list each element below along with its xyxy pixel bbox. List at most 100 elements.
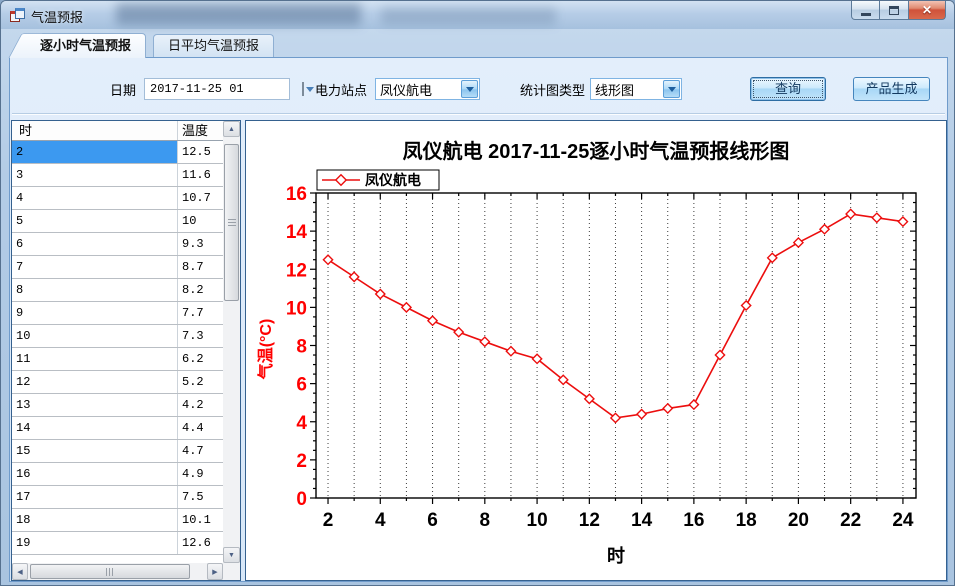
temperature-cell[interactable]: 12.5 [182,145,211,159]
hour-cell[interactable]: 7 [12,256,178,278]
table-row[interactable]: 13 4.2 [12,394,223,417]
hour-cell[interactable]: 5 [12,210,178,232]
data-point-marker [322,254,334,266]
vertical-scroll-thumb[interactable] [224,144,239,301]
table-row[interactable]: 6 9.3 [12,233,223,256]
maximize-button[interactable] [880,1,909,20]
temperature-cell[interactable]: 10.1 [182,513,211,527]
table-row[interactable]: 15 4.7 [12,440,223,463]
hour-cell[interactable]: 10 [12,325,178,347]
tab-hourly-forecast[interactable]: 逐小时气温预报 [25,33,147,58]
hour-cell[interactable]: 13 [12,394,178,416]
temperature-cell[interactable]: 9.3 [182,237,204,251]
table-row[interactable]: 14 4.4 [12,417,223,440]
x-tick-label: 20 [788,510,809,531]
temperature-cell[interactable]: 10 [182,214,197,228]
temperature-cell[interactable]: 4.7 [182,444,204,458]
table-vertical-scrollbar[interactable]: ▲ ▼ [223,121,240,563]
table-row[interactable]: 7 8.7 [12,256,223,279]
table-row[interactable]: 16 4.9 [12,463,223,486]
temperature-cell[interactable]: 7.7 [182,306,204,320]
title-bar[interactable]: 气温预报 ✕ [1,1,954,29]
hour-cell[interactable]: 16 [12,463,178,485]
x-tick-label: 2 [323,510,334,531]
hour-cell[interactable]: 11 [12,348,178,370]
x-tick-label: 12 [579,510,600,531]
temperature-cell[interactable]: 8.2 [182,283,204,297]
table-row[interactable]: 5 10 [12,210,223,233]
hour-cell[interactable]: 6 [12,233,178,255]
hour-cell[interactable]: 15 [12,440,178,462]
chart-type-select[interactable]: 线形图 [590,78,682,100]
x-tick-label: 8 [480,510,491,531]
hour-cell[interactable]: 18 [12,509,178,531]
hour-cell[interactable]: 14 [12,417,178,439]
table-row[interactable]: 17 7.5 [12,486,223,509]
temperature-cell[interactable]: 4.4 [182,421,204,435]
temperature-cell[interactable]: 6.2 [182,352,204,366]
minimize-button[interactable] [851,1,880,20]
date-picker[interactable] [144,78,314,100]
data-point-marker [688,399,700,411]
hour-cell[interactable]: 4 [12,187,178,209]
y-tick-label: 10 [286,298,307,319]
temperature-cell[interactable]: 10.7 [182,191,211,205]
temperature-cell[interactable]: 7.5 [182,490,204,504]
hour-cell[interactable]: 8 [12,279,178,301]
station-dropdown-icon[interactable] [461,80,478,98]
temperature-column-header: 温度 [182,123,209,138]
temperature-cell[interactable]: 12.6 [182,536,211,550]
hour-cell[interactable]: 9 [12,302,178,324]
horizontal-scroll-thumb[interactable] [30,564,190,579]
table-horizontal-scrollbar[interactable]: ◀ ▶ [12,563,223,580]
chart-type-dropdown-icon[interactable] [663,80,680,98]
data-point-marker [348,271,360,283]
hour-cell[interactable]: 12 [12,371,178,393]
maximize-icon [889,5,899,15]
temperature-cell[interactable]: 7.3 [182,329,204,343]
table-row[interactable]: 11 6.2 [12,348,223,371]
table-row[interactable]: 19 12.6 [12,532,223,555]
scroll-up-button[interactable]: ▲ [223,121,240,137]
table-row[interactable]: 9 7.7 [12,302,223,325]
hour-column-header: 时 [12,121,178,140]
station-value: 凤仪航电 [380,82,433,98]
temperature-cell[interactable]: 5.2 [182,375,204,389]
hour-cell[interactable]: 19 [12,532,178,554]
tab-daily-forecast[interactable]: 日平均气温预报 [153,34,275,57]
table-row[interactable]: 10 7.3 [12,325,223,348]
table-row[interactable]: 12 5.2 [12,371,223,394]
station-select[interactable]: 凤仪航电 [375,78,480,100]
y-tick-label: 4 [296,413,307,434]
temperature-line-chart: 凤仪航电 2017-11-25逐小时气温预报线形图 2 4 6 8 10 12 14 16 18… [256,139,917,566]
scroll-down-button[interactable]: ▼ [223,547,240,563]
scroll-right-icon: ▶ [212,568,218,576]
table-row[interactable]: 8 8.2 [12,279,223,302]
data-point-marker [609,412,622,424]
data-point-marker [740,299,752,312]
generate-product-button[interactable]: 产品生成 [853,77,930,101]
scroll-left-button[interactable]: ◀ [12,563,28,580]
data-point-marker [845,208,857,220]
hour-cell[interactable]: 3 [12,164,178,186]
query-button[interactable]: 查询 [750,77,826,101]
temperature-cell[interactable]: 4.9 [182,467,204,481]
y-tick-label: 6 [296,375,307,396]
hour-cell[interactable]: 17 [12,486,178,508]
app-icon [10,8,25,23]
hour-cell[interactable]: 2 [12,141,178,163]
table-row[interactable]: 3 11.6 [12,164,223,187]
date-input[interactable] [145,82,302,96]
close-button[interactable]: ✕ [909,1,946,20]
temperature-cell[interactable]: 8.7 [182,260,204,274]
date-dropdown-arrow-icon[interactable] [306,86,314,92]
temperature-cell[interactable]: 4.2 [182,398,204,412]
table-row[interactable]: 18 10.1 [12,509,223,532]
table-row[interactable]: 2 12.5 [12,141,223,164]
scroll-right-button[interactable]: ▶ [207,563,223,580]
data-point-marker [871,212,883,224]
temperature-cell[interactable]: 11.6 [182,168,211,182]
table-row[interactable]: 4 10.7 [12,187,223,210]
data-point-marker [505,345,517,357]
toolbar-separator [12,113,945,115]
